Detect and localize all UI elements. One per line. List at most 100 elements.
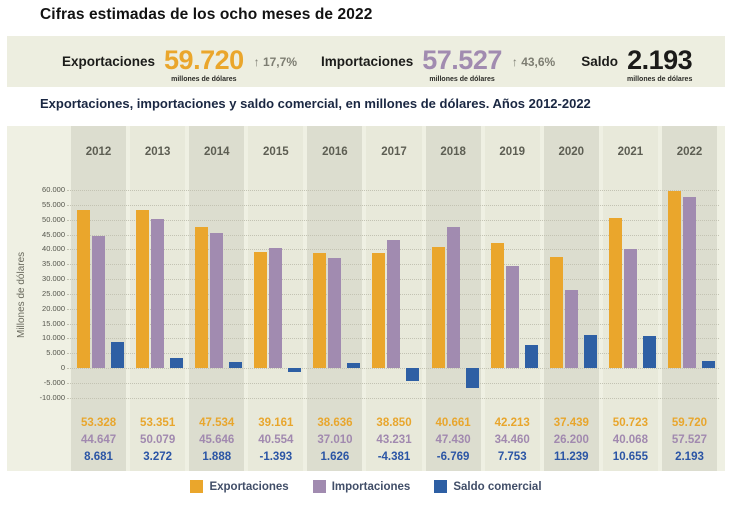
legend-label: Saldo comercial [453, 480, 542, 493]
stat-importaciones-value-block: 57.527 millones de dólares [422, 44, 502, 83]
table-value-importaciones-2013: 50.079 [140, 434, 176, 446]
table-value-exportaciones-2020: 37.439 [553, 417, 589, 429]
bar-saldo-comercial-2018 [465, 368, 479, 389]
stat-exportaciones-change: ↑ 17,7% [253, 54, 297, 69]
table-value-saldo-comercial-2013: 3.272 [143, 451, 173, 463]
legend-item-saldo-comercial: Saldo comercial [434, 480, 542, 493]
table-value-exportaciones-2015: 39.161 [258, 417, 294, 429]
y-tick: 35.000 [42, 259, 65, 269]
year-column-2021: 2021 50.723 40.068 10.655 [602, 126, 658, 471]
bar-exportaciones-2018 [431, 247, 445, 368]
y-tick: 45.000 [42, 229, 65, 239]
year-column-2013: 2013 53.351 50.079 3.272 [130, 126, 186, 471]
stat-importaciones: Importaciones 57.527 millones de dólares… [321, 41, 555, 83]
legend: Exportaciones Importaciones Saldo comercia… [0, 480, 732, 493]
bar-importaciones-2016 [328, 258, 342, 368]
bar-saldo-comercial-2021 [642, 336, 656, 368]
bar-exportaciones-2017 [372, 252, 386, 368]
bar-exportaciones-2016 [313, 253, 327, 368]
bar-saldo-comercial-2016 [347, 363, 361, 368]
bar-importaciones-2019 [505, 265, 519, 368]
table-value-saldo-comercial-2019: 7.753 [497, 451, 527, 463]
y-tick: 0 [60, 363, 65, 372]
y-tick: 55.000 [42, 199, 65, 209]
bar-saldo-comercial-2013 [170, 358, 184, 368]
table-value-exportaciones-2022: 59.720 [671, 417, 708, 429]
table-value-exportaciones-2017: 38.850 [376, 417, 412, 429]
year-label: 2014 [203, 146, 230, 158]
y-tick: 5.000 [46, 348, 65, 358]
bar-saldo-comercial-2020 [583, 334, 597, 368]
year-label: 2015 [263, 146, 289, 158]
bar-saldo-comercial-2017 [406, 368, 420, 381]
year-column-2017: 2017 38.850 43.231 -4.381 [366, 126, 422, 471]
stat-exportaciones-unit: millones de dólares [171, 75, 237, 83]
chart-block: Millones de dólares 60.000 55.000 50.000 45… [7, 126, 725, 471]
y-tick: 10.000 [42, 333, 65, 343]
stat-exportaciones-value: 59.720 [164, 44, 244, 75]
stat-saldo-unit: millones de dólares [626, 75, 693, 83]
bar-exportaciones-2014 [195, 226, 209, 368]
stat-saldo-label: Saldo [581, 54, 618, 69]
table-value-importaciones-2014: 45.646 [199, 434, 235, 446]
table-value-importaciones-2020: 26.200 [553, 434, 589, 446]
summary-strip: Exportaciones 59.720 millones de dólares… [7, 36, 725, 87]
year-column-2018: 2018 40.661 47.430 -6.769 [425, 126, 481, 471]
bar-importaciones-2014 [210, 232, 224, 368]
table-value-exportaciones-2021: 50.723 [612, 417, 648, 429]
stat-importaciones-change: ↑ 43,6% [511, 54, 556, 69]
bar-importaciones-2022 [682, 197, 696, 368]
legend-label: Importaciones [331, 480, 411, 493]
y-tick: 50.000 [42, 214, 65, 224]
table-value-importaciones-2016: 37.010 [317, 434, 353, 446]
year-column-2019: 2019 42.213 34.460 7.753 [484, 126, 540, 471]
stat-saldo-value-block: 2.193 millones de dólares [626, 46, 693, 83]
table-value-importaciones-2018: 47.430 [435, 434, 471, 446]
legend-label: Exportaciones [209, 480, 289, 493]
year-column-2015: 2015 39.161 40.554 -1.393 [248, 126, 304, 471]
table-value-exportaciones-2018: 40.661 [435, 417, 471, 429]
year-label: 2020 [558, 146, 585, 158]
stat-importaciones-value: 57.527 [422, 44, 502, 75]
columns: 2012 53.328 44.647 8.681 2013 53.351 50.079 3.2… [71, 126, 718, 471]
stat-importaciones-unit: millones de dólares [429, 75, 495, 83]
bar-saldo-comercial-2019 [524, 344, 538, 368]
table-value-importaciones-2015: 40.554 [258, 434, 294, 446]
bar-exportaciones-2020 [549, 256, 563, 368]
y-tick: 20.000 [42, 303, 65, 313]
legend-swatch-icon [312, 480, 326, 493]
year-column-2022: 2022 59.720 57.527 2.193 [661, 126, 718, 471]
gridline [67, 219, 719, 221]
table-value-exportaciones-2013: 53.351 [140, 417, 176, 429]
y-tick: 30.000 [42, 274, 65, 283]
bar-importaciones-2012 [92, 235, 105, 368]
stat-exportaciones-value-block: 59.720 millones de dólares [164, 44, 244, 83]
chart-title: Exportaciones, importaciones y saldo com… [40, 96, 591, 111]
table-value-saldo-comercial-2012: 8.681 [84, 451, 113, 463]
table-value-saldo-comercial-2020: 11.239 [554, 451, 589, 463]
year-column-2016: 2016 38.636 37.010 1.626 [307, 126, 363, 471]
year-column-2020: 2020 37.439 26.200 11.239 [543, 126, 599, 471]
table-value-saldo-comercial-2014: 1.888 [202, 451, 232, 463]
table-value-exportaciones-2014: 47.534 [199, 417, 235, 429]
bar-importaciones-2013 [151, 219, 165, 368]
bar-exportaciones-2012 [77, 209, 90, 368]
y-tick: -10.000 [39, 392, 65, 402]
stat-exportaciones: Exportaciones 59.720 millones de dólares… [62, 41, 297, 83]
y-tick: 15.000 [42, 318, 65, 328]
bar-exportaciones-2015 [254, 251, 268, 368]
table-value-exportaciones-2016: 38.636 [317, 417, 353, 429]
legend-swatch-icon [434, 480, 448, 493]
bar-exportaciones-2019 [490, 242, 504, 368]
bar-saldo-comercial-2015 [288, 368, 302, 373]
year-column-2012: 2012 53.328 44.647 8.681 [71, 126, 127, 471]
year-column-2014: 2014 47.534 45.646 1.888 [189, 126, 245, 471]
bar-saldo-comercial-2012 [111, 342, 124, 368]
year-label: 2019 [499, 146, 525, 158]
bar-importaciones-2015 [269, 247, 283, 368]
table-value-importaciones-2017: 43.231 [376, 434, 412, 446]
gridline [67, 190, 719, 191]
bar-importaciones-2021 [623, 249, 637, 368]
gridline [67, 382, 719, 384]
stat-exportaciones-label: Exportaciones [62, 54, 156, 69]
